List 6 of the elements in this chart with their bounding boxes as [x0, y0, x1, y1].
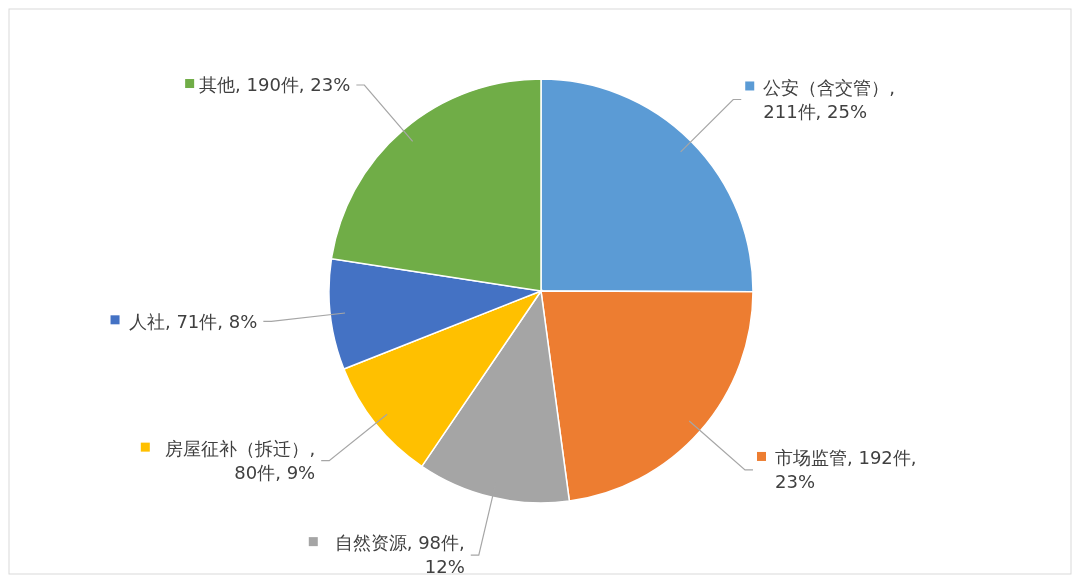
legend-label: 人社, 71件, 8%: [128, 310, 258, 332]
legend-label: 市场监管, 192件, 23%: [774, 447, 917, 493]
legend-label: 其他, 190件, 23%: [199, 74, 351, 96]
legend-label: 公安（含交管）, 211件, 25%: [763, 76, 895, 122]
legend-label: 房屋征补（拆迁）, 80件, 9%: [165, 437, 316, 483]
legend-label: 自然资源, 98件, 12%: [334, 532, 465, 578]
